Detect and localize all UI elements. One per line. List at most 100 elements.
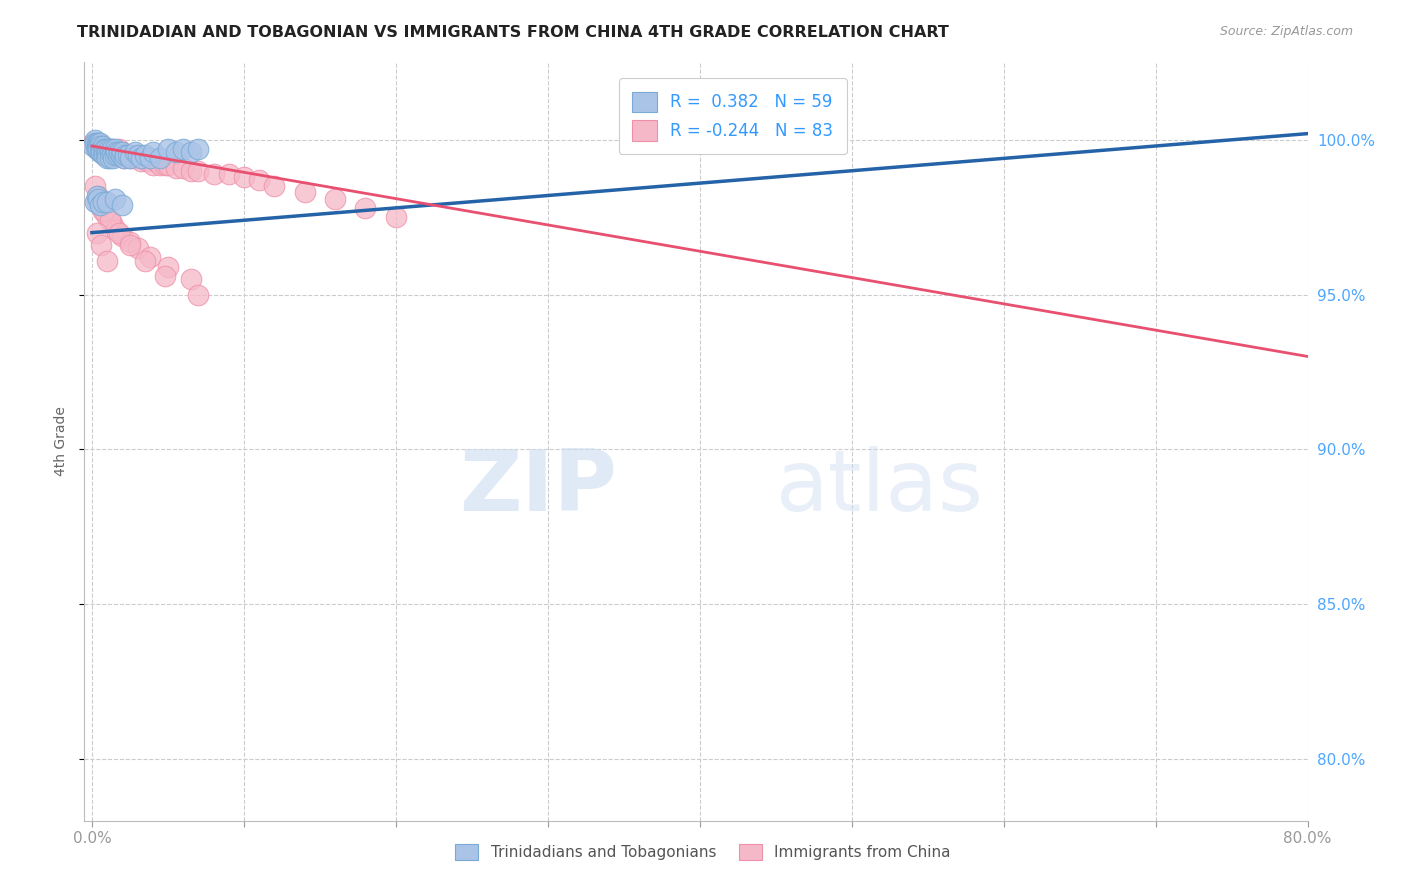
Point [96,253,118,268]
Point [153,157,176,171]
Point [86,139,108,153]
Point [180,145,202,160]
Point [96,145,118,160]
Point [110,148,132,162]
Point [107,148,129,162]
Point [232,169,254,184]
Point [121,148,143,162]
Point [111,198,134,212]
Point [105,222,128,236]
Point [138,152,160,166]
Point [187,163,209,178]
Point [87,139,110,153]
Point [110,148,132,162]
Point [87,136,110,150]
Y-axis label: 4th Grade: 4th Grade [55,407,69,476]
Point [87,192,110,206]
Point [98,142,121,156]
Point [90,194,112,209]
Point [142,145,165,160]
Point [103,152,125,166]
Point [180,163,202,178]
Point [94,142,117,156]
Point [138,152,160,166]
Point [90,145,112,160]
Point [132,152,155,166]
Point [156,260,179,274]
Point [98,145,121,160]
Point [127,148,149,162]
Point [93,148,115,162]
Point [149,157,172,171]
Point [89,142,111,156]
Point [91,145,114,160]
Point [263,179,285,194]
Point [187,142,209,156]
Point [90,139,112,153]
Point [91,194,114,209]
Point [94,148,117,162]
Point [86,142,108,156]
Point [96,142,118,156]
Point [82,136,104,150]
Point [98,148,121,162]
Point [96,194,118,209]
Point [97,145,120,160]
Point [93,142,115,156]
Point [86,226,108,240]
Point [202,167,225,181]
Point [247,173,270,187]
Point [354,201,377,215]
Point [108,226,131,240]
Point [134,253,156,268]
Point [104,142,127,156]
Point [87,188,110,202]
Point [138,251,160,265]
Point [111,145,134,160]
Point [86,188,108,202]
Point [323,192,346,206]
Point [153,268,176,283]
Point [114,148,136,162]
Point [100,148,122,162]
Point [104,145,127,160]
Point [98,152,121,166]
Point [112,152,135,166]
Point [91,204,114,219]
Point [111,145,134,160]
Point [149,152,172,166]
Point [105,145,128,160]
Point [104,148,127,162]
Point [84,136,107,150]
Point [385,210,408,224]
Point [87,136,110,150]
Point [96,210,118,224]
Point [172,142,194,156]
Legend: Trinidadians and Tobagonians, Immigrants from China: Trinidadians and Tobagonians, Immigrants… [450,838,956,866]
Point [145,154,167,169]
Point [129,154,152,169]
Point [90,142,112,156]
Point [84,136,107,150]
Point [86,142,108,156]
Point [91,142,114,156]
Point [93,142,115,156]
Point [165,161,187,175]
Point [108,145,131,160]
Point [84,179,107,194]
Point [127,241,149,255]
Point [180,272,202,286]
Point [134,148,156,162]
Point [142,157,165,171]
Point [86,136,108,150]
Point [112,152,135,166]
Point [97,142,120,156]
Point [94,142,117,156]
Point [114,148,136,162]
Point [86,194,108,209]
Point [294,186,316,200]
Point [218,167,240,181]
Point [100,142,122,156]
Point [98,213,121,227]
Point [87,142,110,156]
